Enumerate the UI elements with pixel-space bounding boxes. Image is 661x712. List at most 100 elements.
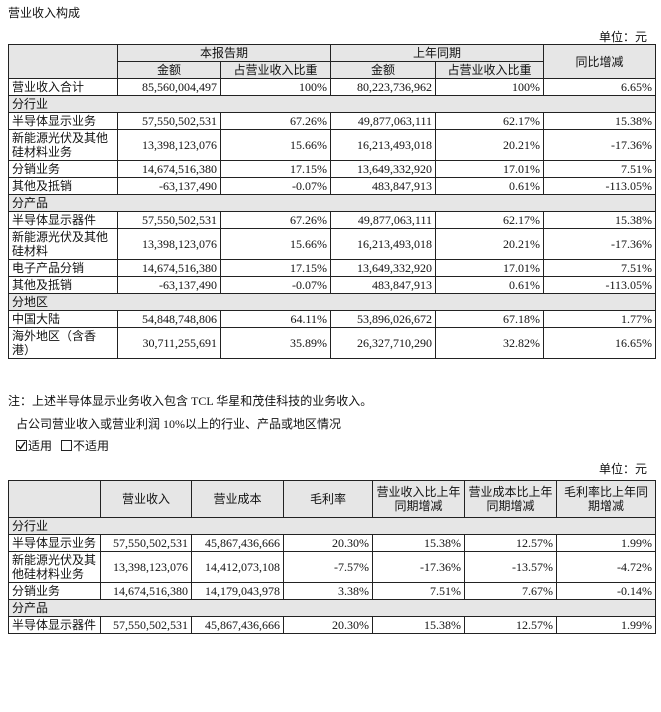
label-cell: 半导体显示业务 bbox=[8, 534, 101, 552]
value-cell: 7.51% bbox=[372, 582, 465, 600]
section-cell: 分产品 bbox=[7, 194, 657, 212]
data-row: 分销业务 14,674,516,380 14,179,043,978 3.38% 7.5… bbox=[8, 582, 656, 600]
data-row: 分销业务 14,674,516,380 17.15% 13,649,332,920 17… bbox=[8, 160, 657, 178]
value-cell: -113.05% bbox=[543, 177, 657, 195]
value-cell: -0.07% bbox=[219, 276, 332, 294]
value-cell: 7.67% bbox=[464, 582, 557, 600]
value-cell: 100% bbox=[435, 78, 545, 96]
value-cell: 17.15% bbox=[219, 160, 332, 178]
value-cell: 17.15% bbox=[219, 259, 332, 277]
value-cell: -13.57% bbox=[464, 551, 557, 583]
value-cell: 57,550,502,531 bbox=[100, 616, 192, 634]
label-cell: 其他及抵销 bbox=[8, 276, 118, 294]
value-cell: 57,550,502,531 bbox=[117, 211, 221, 229]
value-cell: -17.36% bbox=[543, 228, 657, 260]
section-cell: 分地区 bbox=[7, 293, 657, 311]
header-row: 营业收入 营业成本 毛利率 营业收入比上年同期增减 营业成本比上年同期增减 毛利率比上年同… bbox=[8, 480, 656, 518]
value-cell: -17.36% bbox=[372, 551, 465, 583]
label-cell: 分销业务 bbox=[8, 582, 101, 600]
header-cell: 金额 bbox=[330, 61, 437, 79]
label-cell: 海外地区（含香港） bbox=[8, 327, 118, 359]
value-cell: 15.38% bbox=[543, 112, 657, 130]
data-row: 海外地区（含香港） 30,711,255,691 35.89% 26,327,710,… bbox=[8, 327, 657, 359]
value-cell: -17.36% bbox=[543, 129, 657, 161]
value-cell: 45,867,436,666 bbox=[191, 534, 284, 552]
data-row: 半导体显示器件 57,550,502,531 45,867,436,666 20.30… bbox=[8, 616, 656, 634]
value-cell: 14,674,516,380 bbox=[117, 160, 221, 178]
header-cell: 占营业收入比重 bbox=[219, 61, 332, 79]
value-cell: 1.77% bbox=[543, 310, 657, 328]
label-cell: 新能源光伏及其他硅材料 bbox=[8, 228, 118, 260]
header-cell: 毛利率比上年同期增减 bbox=[556, 480, 656, 518]
value-cell: 7.51% bbox=[543, 259, 657, 277]
value-cell: 17.01% bbox=[435, 160, 545, 178]
label-cell: 半导体显示器件 bbox=[8, 211, 118, 229]
value-cell: 62.17% bbox=[435, 211, 545, 229]
header-cell bbox=[8, 480, 101, 518]
value-cell: 13,649,332,920 bbox=[330, 259, 437, 277]
value-cell: -63,137,490 bbox=[117, 177, 221, 195]
header-cell: 占营业收入比重 bbox=[435, 61, 545, 79]
data-row: 电子产品分销 14,674,516,380 17.15% 13,649,332,920… bbox=[8, 259, 657, 277]
value-cell: 13,398,123,076 bbox=[117, 228, 221, 260]
value-cell: 67.18% bbox=[435, 310, 545, 328]
value-cell: 12.57% bbox=[464, 616, 557, 634]
value-cell: 15.38% bbox=[543, 211, 657, 229]
data-row: 其他及抵销 -63,137,490 -0.07% 483,847,913 0.61% -1… bbox=[8, 177, 657, 195]
value-cell: 67.26% bbox=[219, 112, 332, 130]
label-cell: 分销业务 bbox=[8, 160, 118, 178]
value-cell: 26,327,710,290 bbox=[330, 327, 437, 359]
header-cell: 上年同期 bbox=[330, 44, 545, 62]
value-cell: 35.89% bbox=[219, 327, 332, 359]
title: 营业收入构成 bbox=[8, 6, 81, 20]
unit: 单位：元 bbox=[598, 462, 647, 476]
header-cell: 金额 bbox=[117, 61, 221, 79]
header-cell: 同比增减 bbox=[543, 44, 657, 79]
value-cell: 17.01% bbox=[435, 259, 545, 277]
value-cell: 64.11% bbox=[219, 310, 332, 328]
value-cell: 1.99% bbox=[556, 616, 656, 634]
value-cell: 6.65% bbox=[543, 78, 657, 96]
value-cell: 16,213,493,018 bbox=[330, 228, 437, 260]
value-cell: 20.21% bbox=[435, 228, 545, 260]
label-cell: 半导体显示业务 bbox=[8, 112, 118, 130]
section-row: 分产品 bbox=[8, 599, 656, 617]
data-row: 半导体显示业务 57,550,502,531 67.26% 49,877,063,11… bbox=[8, 112, 657, 130]
section-row: 分行业 bbox=[8, 517, 656, 535]
value-cell: 13,649,332,920 bbox=[330, 160, 437, 178]
header-cell: 营业成本比上年同期增减 bbox=[464, 480, 557, 518]
section-cell: 分产品 bbox=[8, 599, 656, 617]
value-cell: 14,674,516,380 bbox=[117, 259, 221, 277]
section-cell: 分行业 bbox=[8, 517, 656, 535]
value-cell: 16.65% bbox=[543, 327, 657, 359]
label-cell: 营业收入合计 bbox=[8, 78, 118, 96]
label-cell: 中国大陆 bbox=[8, 310, 118, 328]
note: 注：上述半导体显示业务收入包含 TCL 华星和茂佳科技的业务收入。 bbox=[8, 394, 373, 408]
value-cell: 15.66% bbox=[219, 228, 332, 260]
value-cell: -113.05% bbox=[543, 276, 657, 294]
checkbox bbox=[61, 440, 73, 451]
header-cell: 本报告期 bbox=[116, 44, 332, 62]
value-cell: 14,412,073,108 bbox=[191, 551, 284, 583]
label-cell: 电子产品分销 bbox=[8, 259, 118, 277]
label-cell: 其他及抵销 bbox=[8, 177, 118, 195]
paragraph: 占公司营业收入或营业利润 10%以上的行业、产品或地区情况 bbox=[16, 417, 341, 431]
value-cell: 85,560,004,497 bbox=[117, 78, 221, 96]
header-cell bbox=[8, 44, 118, 79]
value-cell: 12.57% bbox=[464, 534, 557, 552]
label-cell: 新能源光伏及其他硅材料业务 bbox=[8, 551, 101, 583]
value-cell: -0.07% bbox=[219, 177, 332, 195]
value-cell: 30,711,255,691 bbox=[117, 327, 221, 359]
header-cell: 营业收入 bbox=[100, 480, 192, 518]
section-cell: 分行业 bbox=[7, 95, 657, 113]
value-cell: 3.38% bbox=[283, 582, 373, 600]
value-cell: 483,847,913 bbox=[330, 276, 437, 294]
value-cell: 7.51% bbox=[543, 160, 657, 178]
data-row: 半导体显示业务 57,550,502,531 45,867,436,666 20.30… bbox=[8, 534, 656, 552]
header-cell: 营业成本 bbox=[191, 480, 284, 518]
section-row: 分地区 bbox=[7, 293, 657, 311]
value-cell: 0.61% bbox=[435, 276, 545, 294]
value-cell: 54,848,748,806 bbox=[117, 310, 221, 328]
data-row: 中国大陆 54,848,748,806 64.11% 53,896,026,672 67… bbox=[8, 310, 657, 328]
